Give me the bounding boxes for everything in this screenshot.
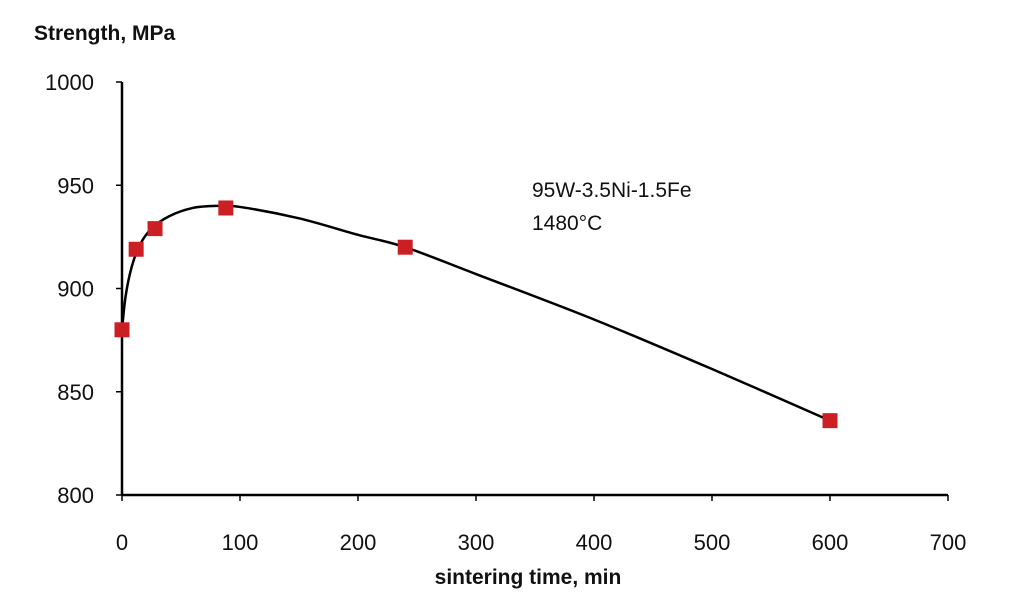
x-axis-title: sintering time, min xyxy=(435,566,622,589)
trend-curve-line xyxy=(120,204,831,422)
x-tick-label: 600 xyxy=(812,530,849,555)
x-tick-label: 500 xyxy=(694,530,731,555)
annotation-temperature: 1480°C xyxy=(532,212,602,235)
y-tick-label: 800 xyxy=(57,483,94,508)
x-tick-label: 700 xyxy=(930,530,967,555)
x-tick-label: 400 xyxy=(576,530,613,555)
y-tick-label: 850 xyxy=(57,380,94,405)
x-tick-label: 100 xyxy=(222,530,259,555)
data-point xyxy=(822,413,838,429)
data-points xyxy=(114,200,838,429)
y-tick-label: 900 xyxy=(57,277,94,302)
y-axis-title: Strength, MPa xyxy=(34,22,175,45)
x-tick-label: 0 xyxy=(116,530,128,555)
x-tick-label: 200 xyxy=(340,530,377,555)
x-tick-label: 300 xyxy=(458,530,495,555)
axes xyxy=(120,82,948,497)
y-tick-label: 950 xyxy=(57,173,94,198)
trend-curve xyxy=(120,204,831,422)
y-tick-label: 1000 xyxy=(45,70,94,95)
ticks: 800 850 900 950 1000 0 100 200 300 400 500 600 700 xyxy=(45,70,966,555)
data-point xyxy=(128,241,144,257)
data-point xyxy=(147,221,163,237)
data-point xyxy=(397,239,413,255)
annotation-alloy: 95W-3.5Ni-1.5Fe xyxy=(532,179,692,202)
data-point xyxy=(114,322,130,338)
data-point xyxy=(218,200,234,216)
